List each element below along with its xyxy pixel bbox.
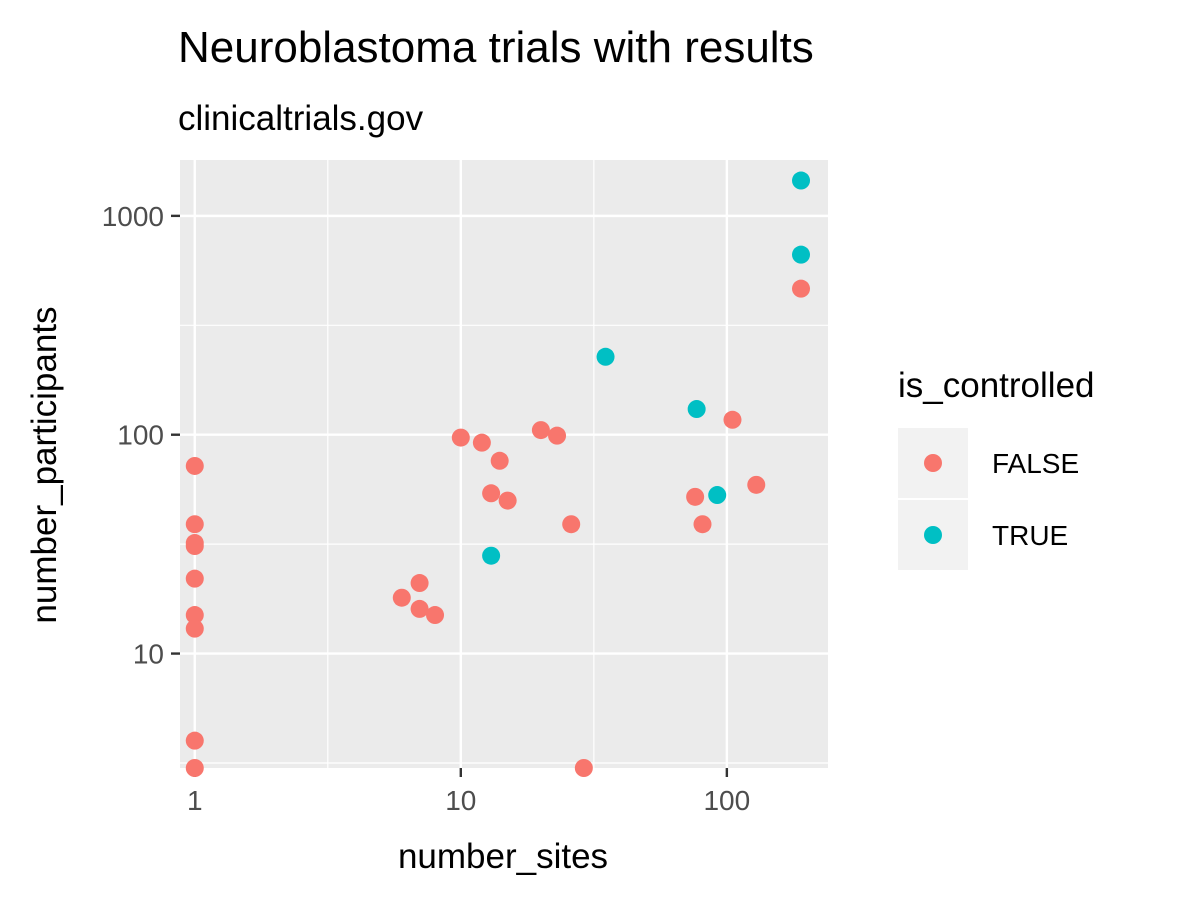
grid-lines bbox=[180, 160, 828, 768]
chart-title: Neuroblastoma trials with results bbox=[178, 23, 814, 72]
data-point-false bbox=[562, 515, 581, 534]
x-tick-label: 10 bbox=[445, 785, 476, 816]
data-point-false bbox=[574, 759, 593, 777]
data-point-false bbox=[185, 606, 204, 625]
legend-label-false: FALSE bbox=[992, 448, 1079, 479]
data-points bbox=[185, 171, 811, 777]
data-point-false bbox=[723, 410, 742, 429]
data-point-false bbox=[185, 515, 204, 534]
data-point-false bbox=[185, 569, 204, 588]
legend-key-true bbox=[924, 526, 942, 544]
data-point-true bbox=[792, 171, 811, 190]
data-point-false bbox=[392, 588, 411, 607]
data-point-false bbox=[410, 574, 429, 593]
data-point-false bbox=[185, 619, 204, 638]
data-point-false bbox=[426, 606, 445, 625]
data-point-false bbox=[531, 421, 550, 440]
data-point-false bbox=[472, 433, 491, 452]
y-tick-label: 1000 bbox=[102, 201, 164, 232]
data-point-false bbox=[490, 451, 509, 470]
axis-ticks: 1 10 100 10 100 1000 bbox=[102, 201, 751, 816]
data-point-false bbox=[792, 279, 811, 298]
legend-label-true: TRUE bbox=[992, 520, 1068, 551]
data-point-false bbox=[185, 537, 204, 556]
data-point-false bbox=[686, 487, 705, 506]
data-point-false bbox=[548, 426, 567, 445]
legend: is_controlled FALSE TRUE bbox=[898, 366, 1095, 570]
x-axis-title: number_sites bbox=[398, 837, 608, 876]
data-point-false bbox=[482, 484, 501, 503]
data-point-false bbox=[185, 456, 204, 475]
x-tick-label: 1 bbox=[187, 785, 203, 816]
data-point-false bbox=[693, 515, 712, 534]
chart-subtitle: clinicaltrials.gov bbox=[178, 99, 424, 138]
y-tick-label: 100 bbox=[117, 420, 164, 451]
legend-key-false bbox=[924, 454, 942, 472]
data-point-true bbox=[482, 546, 501, 565]
x-tick-label: 100 bbox=[703, 785, 750, 816]
data-point-true bbox=[687, 400, 706, 419]
y-axis-title: number_participants bbox=[25, 306, 64, 623]
data-point-false bbox=[498, 491, 517, 510]
data-point-false bbox=[410, 599, 429, 618]
data-point-false bbox=[451, 428, 470, 447]
legend-title: is_controlled bbox=[898, 366, 1095, 405]
data-point-true bbox=[708, 486, 727, 505]
y-tick-label: 10 bbox=[133, 639, 164, 670]
data-point-false bbox=[185, 731, 204, 750]
data-point-true bbox=[792, 245, 811, 264]
data-point-true bbox=[596, 347, 615, 366]
data-point-false bbox=[747, 475, 766, 494]
data-point-false bbox=[185, 759, 204, 777]
